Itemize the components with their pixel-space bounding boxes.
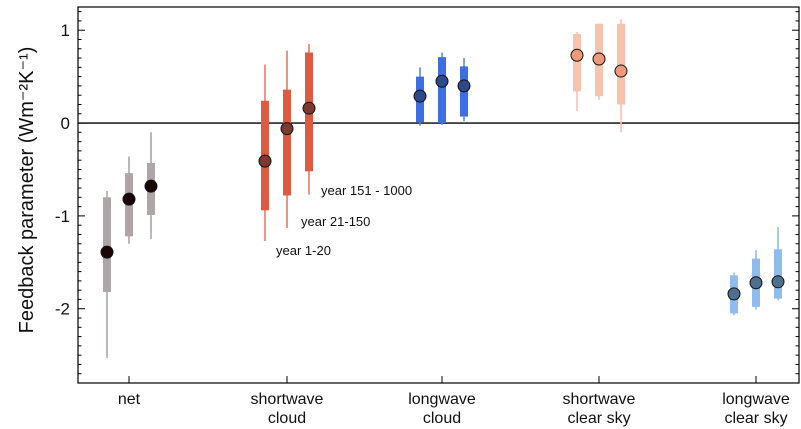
category-label: net xyxy=(118,391,141,408)
median-marker xyxy=(413,89,427,103)
category-label: cloud xyxy=(268,410,306,427)
median-marker xyxy=(614,64,628,78)
median-marker xyxy=(122,192,136,206)
median-marker xyxy=(258,154,272,168)
y-tick-label: 1 xyxy=(61,21,70,40)
period-label-1: year 1-20 xyxy=(276,243,331,258)
median-marker xyxy=(100,245,114,259)
category-label: longwave xyxy=(722,391,790,408)
iqr-bar xyxy=(617,23,625,105)
median-marker xyxy=(302,101,316,115)
iqr-bar xyxy=(573,33,581,92)
y-tick-label: -2 xyxy=(55,300,70,319)
iqr-bar xyxy=(103,197,111,293)
median-marker xyxy=(749,276,763,290)
category-label: clear sky xyxy=(567,410,630,427)
median-marker xyxy=(592,52,606,66)
y-tick-label: 0 xyxy=(61,114,70,133)
category-label: clear sky xyxy=(724,410,787,427)
median-marker xyxy=(727,287,741,301)
iqr-bar xyxy=(283,89,291,196)
iqr-bar xyxy=(438,57,446,124)
category-label: longwave xyxy=(408,391,476,408)
category-label: cloud xyxy=(423,410,461,427)
period-label-2: year 21-150 xyxy=(301,214,370,229)
plot-frame xyxy=(77,6,800,384)
median-marker xyxy=(144,179,158,193)
median-marker xyxy=(771,275,785,289)
median-marker xyxy=(435,74,449,88)
category-label: shortwave xyxy=(251,391,324,408)
period-label-3: year 151 - 1000 xyxy=(321,183,412,198)
iqr-bar xyxy=(774,249,782,299)
y-axis-label: Feedback parameter (Wm⁻²K⁻¹) xyxy=(16,47,38,334)
y-tick-label: -1 xyxy=(55,207,70,226)
median-marker xyxy=(280,122,294,136)
category-label: shortwave xyxy=(563,391,636,408)
median-marker xyxy=(457,79,471,93)
median-marker xyxy=(570,48,584,62)
